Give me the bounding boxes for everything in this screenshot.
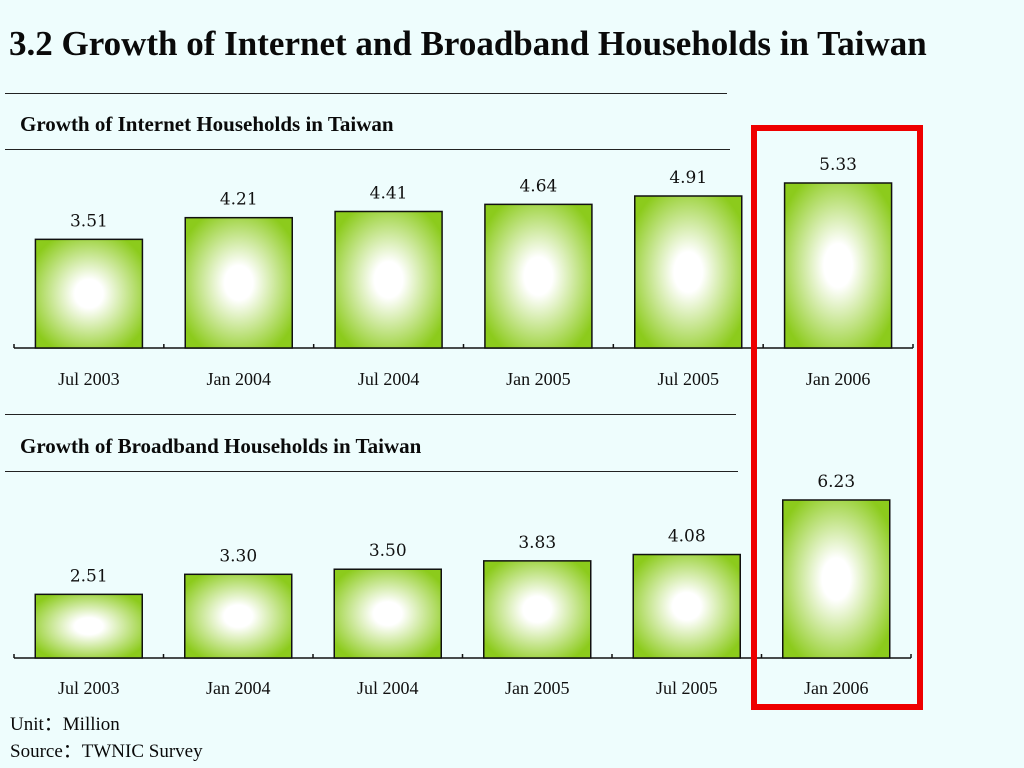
bar-jul-2004 (333, 568, 442, 659)
bar-jul-2003 (34, 238, 144, 349)
source-note: Source：TWNIC Survey (10, 741, 203, 762)
x-tick-label: Jul 2004 (358, 369, 420, 389)
bar-jul-2005 (634, 195, 743, 349)
x-tick-label: Jan 2004 (206, 678, 271, 698)
x-tick-label: Jul 2003 (58, 369, 120, 389)
x-tick-label: Jul 2003 (58, 678, 120, 698)
data-label: 4.91 (669, 168, 707, 188)
x-tick-label: Jan 2005 (506, 369, 571, 389)
bar-jul-2004 (334, 210, 443, 349)
data-label: 3.50 (369, 541, 407, 561)
bar-jan-2006 (782, 499, 891, 659)
chart-title-underline-broadband (5, 471, 738, 472)
data-label: 3.83 (518, 533, 556, 553)
data-label: 6.23 (817, 472, 855, 492)
section-divider (5, 414, 736, 415)
data-label: 5.33 (819, 155, 857, 175)
data-label: 2.51 (70, 566, 108, 586)
jan-2006-highlight-box (751, 125, 923, 710)
broadband-households-chart: 2.51 Jul 2003 3.30 Jan 2004 3.50 Jul 2004 3.83… (13, 472, 912, 698)
bar-jan-2005 (483, 560, 592, 659)
slide-title: 3.2 Growth of Internet and Broadband Hou… (9, 24, 927, 63)
bar-jan-2005 (484, 203, 593, 349)
chart-title-underline-internet (5, 149, 730, 150)
x-tick-label: Jul 2005 (657, 369, 719, 389)
data-label: 4.41 (370, 183, 408, 203)
bar-jul-2003 (34, 593, 143, 659)
chart-title-internet: Growth of Internet Households in Taiwan (20, 112, 394, 136)
data-label: 4.21 (220, 190, 258, 210)
bar-jan-2006 (783, 182, 893, 349)
x-tick-label: Jan 2006 (806, 369, 871, 389)
data-label: 3.30 (219, 546, 257, 566)
data-label: 4.08 (668, 527, 706, 547)
x-tick-label: Jan 2006 (804, 678, 869, 698)
unit-note: Unit：Million (10, 714, 120, 735)
data-label: 4.64 (519, 176, 557, 196)
internet-households-chart: 3.51 Jul 2003 4.21 Jan 2004 4.41 Jul 2004 4.64… (13, 155, 914, 389)
bar-jan-2004 (184, 216, 293, 349)
x-tick-label: Jan 2005 (505, 678, 570, 698)
x-tick-label: Jul 2005 (656, 678, 718, 698)
bar-jul-2005 (632, 553, 741, 659)
data-label: 3.51 (70, 211, 108, 231)
bar-jan-2004 (184, 573, 293, 659)
x-tick-label: Jul 2004 (357, 678, 419, 698)
x-tick-label: Jan 2004 (207, 369, 272, 389)
chart-title-broadband: Growth of Broadband Households in Taiwan (20, 434, 422, 458)
title-divider (5, 93, 727, 94)
